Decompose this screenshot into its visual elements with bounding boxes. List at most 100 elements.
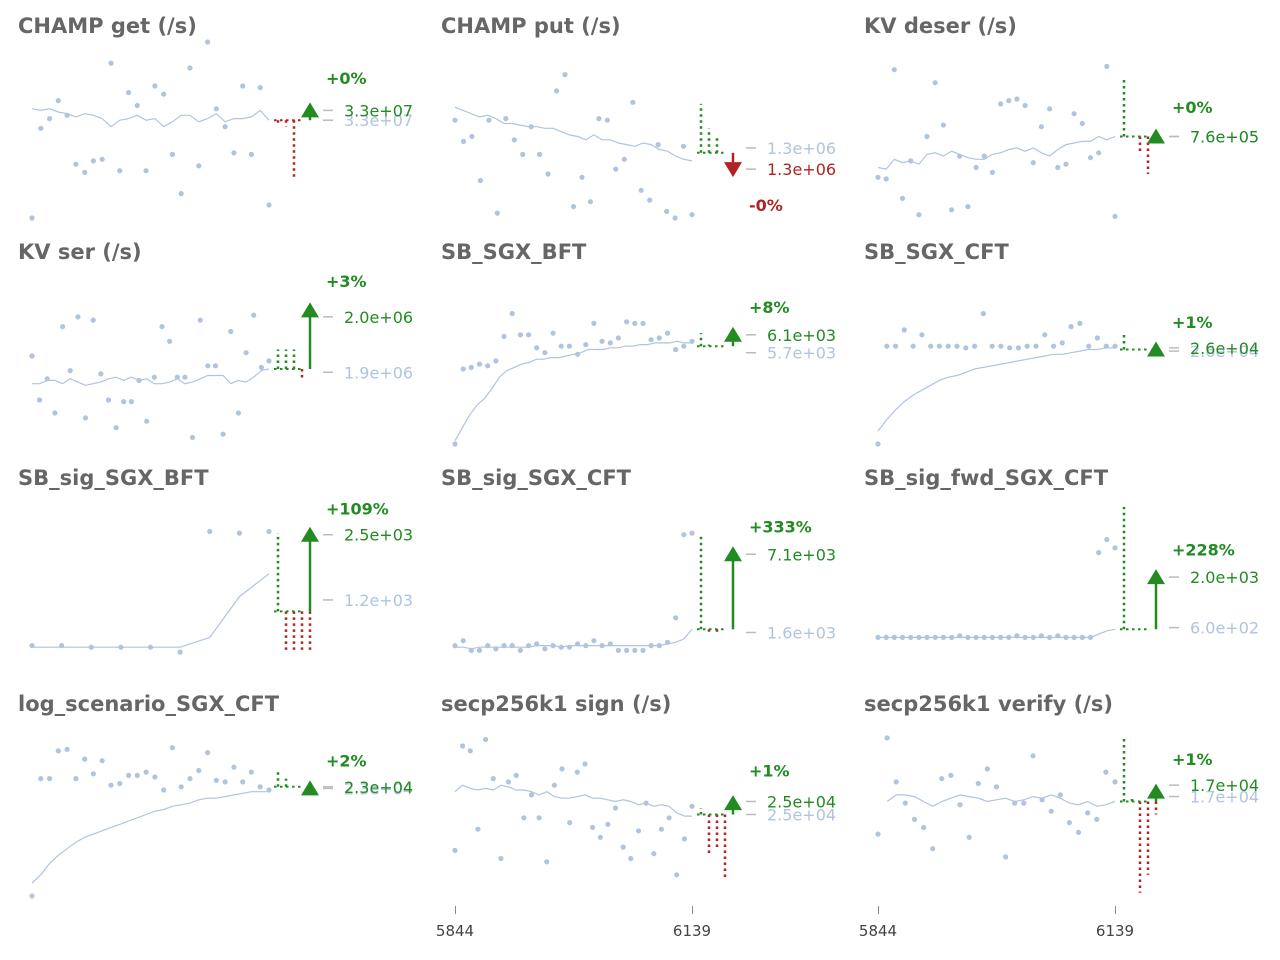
data-point [243,350,249,356]
data-point [505,779,512,785]
data-point [528,792,535,798]
data-point [921,824,927,831]
data-point [82,756,88,762]
data-point [1103,769,1109,775]
data-point [37,397,43,403]
data-point [672,215,678,221]
trend-line [31,108,270,128]
data-point [113,425,119,431]
data-point [681,532,687,538]
data-point [134,772,140,778]
data-point [231,150,237,156]
data-point [542,350,548,356]
change-percent-label: +109% [326,500,389,519]
data-point [998,101,1004,107]
panel-title: SB_sig_fwd_SGX_CFT [864,466,1109,490]
data-point [932,80,938,86]
data-point [647,197,653,203]
data-point [90,158,96,164]
panel-title: KV ser (/s) [18,240,142,264]
panel-plot: +1% 1.7e+041.7e+04 [875,735,1259,893]
data-point [591,320,597,326]
data-point [1077,320,1083,326]
data-point [521,815,527,821]
trend-line [454,106,693,162]
data-point [486,117,492,123]
data-point [1047,106,1053,112]
data-point [228,328,234,335]
data-point [460,638,466,644]
data-point [630,99,636,105]
data-point [161,91,167,97]
data-point [143,769,149,775]
data-point [945,343,951,349]
data-point [666,815,672,821]
data-point [235,410,241,416]
data-point [875,174,881,180]
data-point [536,815,542,821]
data-point [1033,343,1039,349]
new-value-label: 1.3e+06 [767,160,836,179]
data-point [928,343,934,349]
data-point [108,782,114,788]
data-point [90,771,96,777]
data-point [205,363,211,369]
data-point [1014,96,1020,102]
trend-line [886,794,1116,807]
data-point [651,851,657,857]
change-arrow-head [301,780,319,796]
data-point [604,117,610,123]
data-point [587,199,593,205]
data-point [128,399,134,405]
data-point [73,161,79,167]
data-point [498,855,504,862]
data-point [680,143,687,149]
data-point [1094,816,1100,822]
data-point [126,772,132,778]
data-point [99,758,105,764]
data-point [178,191,184,197]
change-percent-label: -0% [749,196,783,215]
data-point [460,743,466,749]
trend-line [877,135,1116,170]
data-point [689,212,695,218]
data-point [75,314,81,320]
data-point [248,151,254,157]
data-point [883,176,889,182]
trend-line [454,340,692,441]
panel-plot: -0% 1.3e+06 1.3e+06 [452,72,836,221]
data-point [197,317,203,323]
data-point [501,333,507,339]
data-point [973,164,979,171]
baseline-value-label: 1.7e+04 [1190,788,1259,807]
change-arrow-head [724,326,742,342]
data-point [169,745,175,751]
change-percent-label: +2% [326,752,367,771]
baseline-value-label: 1.9e+06 [344,363,413,382]
change-arrow-head [724,162,742,178]
data-point [640,647,646,653]
data-point [151,374,157,380]
data-point [591,638,597,644]
data-point [509,311,515,317]
data-point [29,353,35,359]
data-point [1006,98,1012,104]
panel-plot: +1%2.6e+042.6e+04 [875,311,1259,447]
panel-title: CHAMP put (/s) [441,14,621,38]
data-point [452,847,458,853]
data-point [196,163,202,169]
data-point [599,338,605,344]
data-point [526,332,532,338]
data-point [1057,792,1063,798]
panel-plot: +0%7.6e+057.6e+05 [875,63,1259,219]
data-point [901,327,907,333]
data-point [38,125,44,131]
data-point [189,434,196,441]
data-point [60,324,66,330]
trend-line [32,573,270,648]
new-value-label: 7.6e+05 [1190,128,1259,147]
data-point [981,153,987,159]
change-arrow-head [1147,569,1165,585]
change-arrow-head [1147,128,1165,144]
data-point [893,779,899,785]
